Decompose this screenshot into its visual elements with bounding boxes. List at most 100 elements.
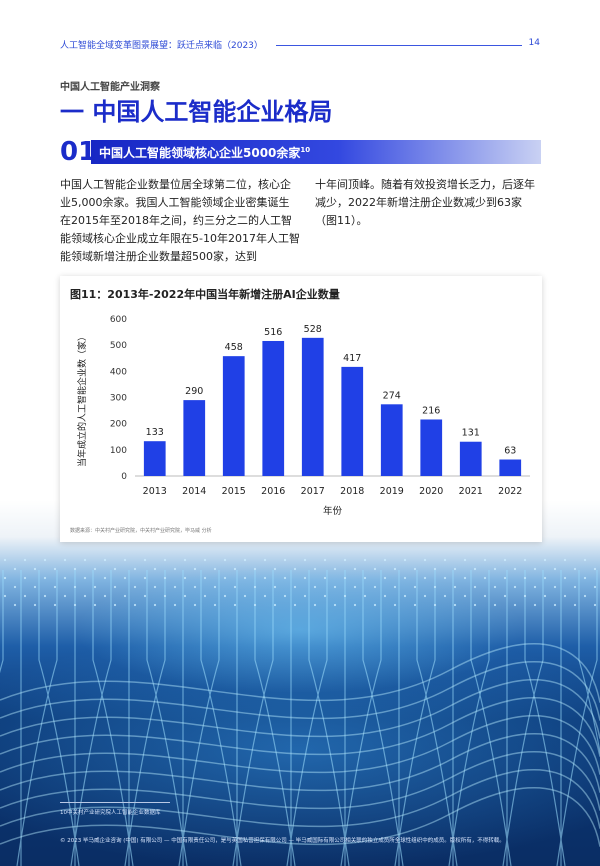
circuit-line bbox=[0, 570, 4, 674]
circuit-dot bbox=[383, 576, 387, 580]
circuit-dot bbox=[313, 567, 317, 571]
circuit-dot bbox=[53, 603, 57, 607]
circuit-lines-graphic bbox=[0, 558, 600, 866]
circuit-curves bbox=[0, 643, 600, 847]
circuit-dot bbox=[213, 585, 217, 589]
circuit-dot bbox=[173, 603, 177, 607]
circuit-dot bbox=[363, 576, 367, 580]
circuit-dot bbox=[533, 567, 537, 571]
circuit-dot bbox=[13, 585, 17, 589]
circuit-curve bbox=[0, 679, 600, 739]
circuit-dot bbox=[363, 558, 367, 562]
circuit-line bbox=[200, 570, 242, 866]
circuit-dot bbox=[313, 603, 317, 607]
circuit-dot bbox=[513, 603, 517, 607]
circuit-dot bbox=[593, 567, 597, 571]
circuit-dot bbox=[43, 594, 47, 598]
circuit-dot bbox=[153, 585, 157, 589]
circuit-line bbox=[16, 570, 58, 866]
bar-2021 bbox=[459, 441, 482, 476]
circuit-dot bbox=[83, 576, 87, 580]
circuit-dot bbox=[293, 585, 297, 589]
x-tick-label: 2018 bbox=[340, 486, 364, 497]
circuit-line bbox=[232, 570, 274, 866]
circuit-dot bbox=[403, 558, 407, 562]
circuit-curve bbox=[0, 787, 600, 847]
circuit-dot bbox=[163, 594, 167, 598]
circuit-dot bbox=[83, 594, 87, 598]
circuit-dot bbox=[333, 603, 337, 607]
circuit-dot bbox=[413, 567, 417, 571]
circuit-dot bbox=[263, 594, 267, 598]
background-circuit-art bbox=[0, 500, 600, 866]
x-tick-label: 2021 bbox=[459, 486, 483, 497]
y-tick-label: 300 bbox=[110, 394, 127, 404]
circuit-dot bbox=[183, 594, 187, 598]
bar-2014 bbox=[183, 400, 206, 476]
circuit-dot bbox=[573, 567, 577, 571]
circuit-dot bbox=[483, 558, 487, 562]
circuit-dot bbox=[303, 558, 307, 562]
circuit-dot bbox=[153, 603, 157, 607]
circuit-dot bbox=[423, 576, 427, 580]
circuit-dot bbox=[143, 594, 147, 598]
circuit-dot bbox=[493, 567, 497, 571]
circuit-dot bbox=[113, 585, 117, 589]
circuit-dot bbox=[163, 558, 167, 562]
data-label-2014: 290 bbox=[185, 386, 203, 397]
circuit-curve bbox=[0, 697, 600, 757]
circuit-dot bbox=[213, 603, 217, 607]
circuit-dot bbox=[473, 567, 477, 571]
bar-2019 bbox=[380, 404, 403, 476]
circuit-dot bbox=[33, 603, 37, 607]
circuit-dot bbox=[103, 576, 107, 580]
page-title: 一 中国人工智能企业格局 bbox=[60, 98, 333, 126]
circuit-dot bbox=[443, 576, 447, 580]
data-label-2015: 458 bbox=[225, 342, 243, 353]
circuit-dot bbox=[433, 585, 437, 589]
circuit-dot bbox=[573, 585, 577, 589]
circuit-dot bbox=[543, 594, 547, 598]
circuit-dot bbox=[193, 603, 197, 607]
circuit-dot bbox=[453, 585, 457, 589]
data-label-2013: 133 bbox=[146, 427, 164, 438]
circuit-line bbox=[70, 570, 112, 866]
circuit-line bbox=[394, 570, 436, 866]
circuit-dot bbox=[503, 558, 507, 562]
circuit-curve bbox=[0, 661, 600, 721]
chart-source: 数据来源：中关村产业研究院，中关村产业研究院，毕马威 分析 bbox=[70, 528, 212, 534]
circuit-dot bbox=[173, 585, 177, 589]
circuit-dot bbox=[583, 576, 587, 580]
circuit-dot bbox=[323, 576, 327, 580]
circuit-dot bbox=[93, 585, 97, 589]
data-label-2016: 516 bbox=[264, 327, 282, 338]
circuit-dot bbox=[63, 594, 67, 598]
circuit-dot bbox=[263, 558, 267, 562]
circuit-dot bbox=[73, 585, 77, 589]
data-label-2022: 63 bbox=[504, 446, 516, 457]
circuit-dot bbox=[3, 576, 7, 580]
circuit-line bbox=[470, 570, 512, 866]
bar-2017 bbox=[301, 337, 324, 476]
circuit-dot bbox=[83, 558, 87, 562]
circuit-dot bbox=[103, 558, 107, 562]
circuit-line bbox=[178, 570, 220, 866]
circuit-line bbox=[556, 570, 598, 866]
circuit-dot bbox=[123, 594, 127, 598]
circuit-dot bbox=[213, 567, 217, 571]
circuit-dot bbox=[523, 594, 527, 598]
copyright-notice: © 2023 毕马威企业咨询 (中国) 有限公司 — 中国有限责任公司，是与英国… bbox=[60, 838, 505, 844]
circuit-dot bbox=[133, 603, 137, 607]
body-paragraph-left: 中国人工智能企业数量位居全球第二位，核心企业5,000余家。我国人工智能领域企业… bbox=[60, 178, 300, 263]
bar-chart: 0 100 200 300 400 500 600 133 2013 290 2014 458 2015… bbox=[76, 315, 530, 517]
circuit-dot bbox=[253, 567, 257, 571]
bar-2020 bbox=[420, 419, 443, 476]
circuit-dot bbox=[93, 567, 97, 571]
bar-2016 bbox=[262, 340, 285, 476]
x-axis-label: 年份 bbox=[323, 505, 343, 517]
circuit-dot bbox=[333, 585, 337, 589]
circuit-dot bbox=[233, 585, 237, 589]
circuit-dot bbox=[553, 603, 557, 607]
section-title: 中国人工智能领域核心企业5000余家10 bbox=[99, 146, 311, 160]
header-title: 人工智能全域变革图景展望：跃迁点来临（2023） bbox=[60, 41, 263, 51]
